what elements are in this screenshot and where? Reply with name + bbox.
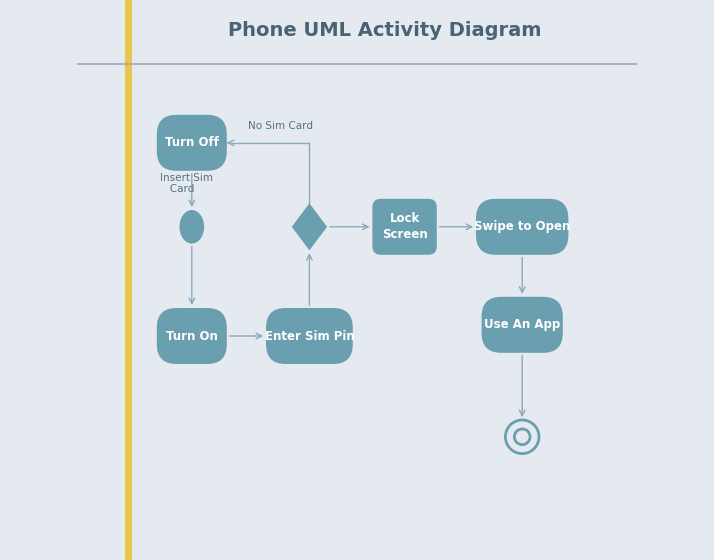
FancyBboxPatch shape xyxy=(157,115,227,171)
FancyBboxPatch shape xyxy=(482,297,563,353)
Text: Lock
Screen: Lock Screen xyxy=(382,212,428,241)
Text: Insert Sim
   Card: Insert Sim Card xyxy=(160,173,213,194)
Text: Phone UML Activity Diagram: Phone UML Activity Diagram xyxy=(228,21,542,40)
Text: No Sim Card: No Sim Card xyxy=(248,121,313,131)
Text: Use An App: Use An App xyxy=(484,318,560,332)
FancyBboxPatch shape xyxy=(373,199,437,255)
Text: Turn On: Turn On xyxy=(166,329,218,343)
FancyBboxPatch shape xyxy=(266,308,353,364)
Ellipse shape xyxy=(179,210,204,244)
Text: Enter Sim Pin: Enter Sim Pin xyxy=(264,329,354,343)
Polygon shape xyxy=(292,203,327,250)
FancyBboxPatch shape xyxy=(125,0,132,560)
Text: Turn Off: Turn Off xyxy=(165,136,218,150)
FancyBboxPatch shape xyxy=(476,199,568,255)
Text: Swipe to Open: Swipe to Open xyxy=(474,220,570,234)
FancyBboxPatch shape xyxy=(157,308,227,364)
